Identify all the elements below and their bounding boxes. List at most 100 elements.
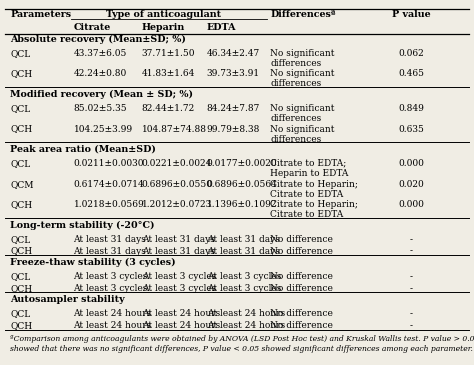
Text: 84.24±7.87: 84.24±7.87: [207, 104, 260, 113]
Text: 0.0211±0.0030: 0.0211±0.0030: [73, 159, 144, 168]
Text: Freeze-thaw stability (3 cycles): Freeze-thaw stability (3 cycles): [10, 258, 176, 267]
Text: P value: P value: [392, 10, 430, 19]
Text: 46.34±2.47: 46.34±2.47: [207, 49, 260, 58]
Text: EDTA: EDTA: [207, 23, 237, 32]
Text: Citrate to EDTA: Citrate to EDTA: [271, 190, 344, 199]
Text: Citrate to Heparin;: Citrate to Heparin;: [271, 180, 358, 189]
Text: Modified recovery (Mean ± SD; %): Modified recovery (Mean ± SD; %): [10, 90, 193, 99]
Text: At least 3 cycles: At least 3 cycles: [142, 272, 216, 281]
Text: 85.02±5.35: 85.02±5.35: [73, 104, 127, 113]
Text: QCM: QCM: [10, 180, 34, 189]
Text: Absolute recovery (Mean±SD; %): Absolute recovery (Mean±SD; %): [10, 35, 186, 44]
Text: Parameters: Parameters: [10, 10, 72, 19]
Text: At least 24 hours: At least 24 hours: [142, 321, 220, 330]
Text: At least 24 hours: At least 24 hours: [142, 309, 220, 318]
Text: Citrate to EDTA: Citrate to EDTA: [271, 210, 344, 219]
Text: No difference: No difference: [271, 246, 333, 256]
Text: 37.71±1.50: 37.71±1.50: [142, 49, 195, 58]
Text: 0.000: 0.000: [398, 200, 424, 210]
Text: At least 24 hours: At least 24 hours: [73, 309, 152, 318]
Text: QCL: QCL: [10, 49, 30, 58]
Text: 104.25±3.99: 104.25±3.99: [73, 124, 133, 134]
Text: 104.87±74.88: 104.87±74.88: [142, 124, 207, 134]
Text: 99.79±8.38: 99.79±8.38: [207, 124, 260, 134]
Text: No significant: No significant: [271, 69, 335, 78]
Text: 0.0221±0.0024: 0.0221±0.0024: [142, 159, 212, 168]
Text: 0.6174±0.0714: 0.6174±0.0714: [73, 180, 144, 189]
Text: Long-term stability (-20°C): Long-term stability (-20°C): [10, 221, 155, 230]
Text: 43.37±6.05: 43.37±6.05: [73, 49, 127, 58]
Text: At least 31 days: At least 31 days: [73, 235, 146, 244]
Text: At least 31 days: At least 31 days: [207, 235, 280, 244]
Text: 0.062: 0.062: [398, 49, 424, 58]
Text: QCL: QCL: [10, 272, 30, 281]
Text: No difference: No difference: [271, 321, 333, 330]
Text: QCH: QCH: [10, 69, 32, 78]
Text: QCH: QCH: [10, 321, 32, 330]
Text: At least 3 cycles: At least 3 cycles: [73, 272, 148, 281]
Text: differences: differences: [271, 80, 322, 88]
Text: QCH: QCH: [10, 200, 32, 210]
Text: Differencesª: Differencesª: [271, 10, 336, 19]
Text: At least 24 hours: At least 24 hours: [207, 321, 285, 330]
Text: QCL: QCL: [10, 235, 30, 244]
Text: Heparin to EDTA: Heparin to EDTA: [271, 169, 349, 178]
Text: Citrate: Citrate: [73, 23, 111, 32]
Text: -: -: [410, 321, 413, 330]
Text: ªComparison among anticoagulants were obtained by ANOVA (LSD Post Hoc test) and : ªComparison among anticoagulants were ob…: [10, 335, 474, 342]
Text: No difference: No difference: [271, 235, 333, 244]
Text: QCL: QCL: [10, 309, 30, 318]
Text: differences: differences: [271, 114, 322, 123]
Text: 0.6896±0.0564: 0.6896±0.0564: [207, 180, 278, 189]
Text: 0.849: 0.849: [398, 104, 424, 113]
Text: QCH: QCH: [10, 284, 32, 293]
Text: No significant: No significant: [271, 124, 335, 134]
Text: Peak area ratio (Mean±SD): Peak area ratio (Mean±SD): [10, 145, 156, 154]
Text: showed that there was no significant differences, P value < 0.05 showed signific: showed that there was no significant dif…: [10, 345, 473, 353]
Text: 0.635: 0.635: [398, 124, 424, 134]
Text: 0.000: 0.000: [398, 159, 424, 168]
Text: -: -: [410, 235, 413, 244]
Text: differences: differences: [271, 135, 322, 143]
Text: At least 3 cycles: At least 3 cycles: [142, 284, 216, 293]
Text: -: -: [410, 272, 413, 281]
Text: 0.0177±0.0020: 0.0177±0.0020: [207, 159, 277, 168]
Text: 0.465: 0.465: [398, 69, 424, 78]
Text: At least 24 hours: At least 24 hours: [73, 321, 152, 330]
Text: Heparin: Heparin: [142, 23, 185, 32]
Text: 0.020: 0.020: [398, 180, 424, 189]
Text: 82.44±1.72: 82.44±1.72: [142, 104, 195, 113]
Text: 42.24±0.80: 42.24±0.80: [73, 69, 127, 78]
Text: 1.2012±0.0723: 1.2012±0.0723: [142, 200, 212, 210]
Text: Citrate to EDTA;: Citrate to EDTA;: [271, 159, 346, 168]
Text: No significant: No significant: [271, 104, 335, 113]
Text: At least 24 hours: At least 24 hours: [207, 309, 285, 318]
Text: At least 3 cycles: At least 3 cycles: [207, 272, 281, 281]
Text: QCH: QCH: [10, 246, 32, 256]
Text: 1.0218±0.0569: 1.0218±0.0569: [73, 200, 144, 210]
Text: -: -: [410, 284, 413, 293]
Text: No significant: No significant: [271, 49, 335, 58]
Text: differences: differences: [271, 59, 322, 68]
Text: Citrate to Heparin;: Citrate to Heparin;: [271, 200, 358, 210]
Text: At least 3 cycles: At least 3 cycles: [73, 284, 148, 293]
Text: Autosampler stability: Autosampler stability: [10, 295, 125, 304]
Text: At least 31 days: At least 31 days: [207, 246, 280, 256]
Text: QCL: QCL: [10, 159, 30, 168]
Text: 0.6896±0.0550: 0.6896±0.0550: [142, 180, 213, 189]
Text: At least 31 days: At least 31 days: [142, 235, 215, 244]
Text: Type of anticoagulant: Type of anticoagulant: [106, 10, 221, 19]
Text: At least 3 cycles: At least 3 cycles: [207, 284, 281, 293]
Text: 41.83±1.64: 41.83±1.64: [142, 69, 195, 78]
Text: At least 31 days: At least 31 days: [142, 246, 215, 256]
Text: QCL: QCL: [10, 104, 30, 113]
Text: -: -: [410, 309, 413, 318]
Text: At least 31 days: At least 31 days: [73, 246, 146, 256]
Text: 39.73±3.91: 39.73±3.91: [207, 69, 260, 78]
Text: No difference: No difference: [271, 272, 333, 281]
Text: QCH: QCH: [10, 124, 32, 134]
Text: No difference: No difference: [271, 284, 333, 293]
Text: No difference: No difference: [271, 309, 333, 318]
Text: -: -: [410, 246, 413, 256]
Text: 1.1396±0.1092: 1.1396±0.1092: [207, 200, 277, 210]
